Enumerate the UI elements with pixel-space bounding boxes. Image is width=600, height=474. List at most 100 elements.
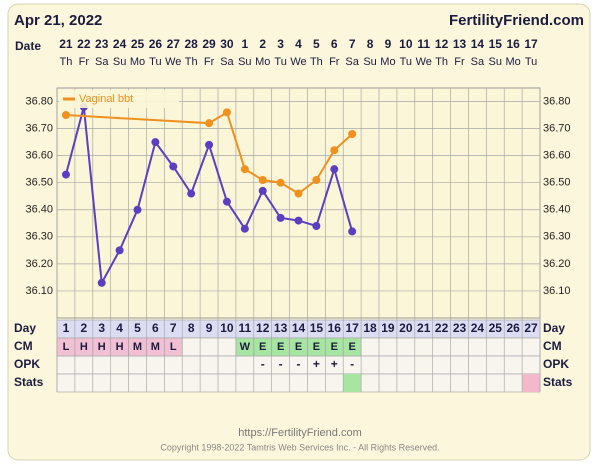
opk-value: + [313,357,320,371]
date: 29 [202,37,216,51]
cm-value: M [151,341,160,353]
row-label: CM [14,339,33,353]
day: 20 [399,321,413,335]
footer-copyright: Copyright 1998-2022 Tamtris Web Services… [160,442,439,452]
point [115,246,124,255]
row-label-right: OPK [543,357,569,371]
y2-tick-label: 36.50 [543,177,571,189]
site-title: FertilityFriend.com [449,12,584,29]
day: 2 [80,321,87,335]
day: 14 [292,321,306,335]
cm-value: M [133,341,142,353]
cm-value: H [98,341,106,353]
weekday: Fr [79,56,90,68]
legend-label: Vaginal bbt [79,93,133,105]
y2-tick-label: 36.60 [543,150,571,162]
weekday: We [416,56,432,68]
date: 3 [277,37,284,51]
footer-url: https://FertilityFriend.com [238,427,361,439]
day: 25 [489,321,503,335]
day: 8 [188,321,195,335]
y-tick-label: 36.30 [25,231,53,243]
weekday: Mo [380,56,395,68]
day: 3 [98,321,105,335]
row-label: OPK [14,357,40,371]
cm-value: L [63,341,70,353]
y2-tick-label: 36.30 [543,231,571,243]
y2-tick-label: 36.10 [543,285,571,297]
cm-value: E [259,341,266,353]
weekday: Fr [329,56,340,68]
weekday: Fr [454,56,465,68]
opk-value: - [350,357,354,371]
cm-value: E [277,341,284,353]
date: 28 [184,37,198,51]
date: 8 [367,37,374,51]
day: 4 [116,321,123,335]
date: 6 [331,37,338,51]
date: 12 [435,37,449,51]
stats-cell [343,374,362,392]
date: 22 [77,37,91,51]
point [276,213,285,222]
day: 13 [274,321,288,335]
y-tick-label: 36.70 [25,122,53,134]
weekday: Su [238,56,251,68]
date-title: Apr 21, 2022 [14,12,102,29]
point [151,138,160,147]
y2-tick-label: 36.80 [543,95,571,107]
weekday: Sa [471,56,485,68]
y-tick-label: 36.20 [25,258,53,270]
series-line [65,110,353,195]
cm-value: E [295,341,302,353]
weekday: Mo [255,56,270,68]
date: 4 [295,37,302,51]
y-tick-label: 36.60 [25,150,53,162]
point [240,165,249,174]
weekday: We [290,56,306,68]
date: 2 [259,37,266,51]
day: 22 [435,321,449,335]
date: 16 [506,37,520,51]
cm-value: E [331,341,338,353]
weekday: Su [489,56,502,68]
day: 7 [170,321,177,335]
stats-cell [522,374,540,392]
point [258,186,267,195]
weekday: We [165,56,181,68]
point [61,170,70,179]
point [312,176,321,184]
date: 10 [399,37,413,51]
day: 26 [506,321,520,335]
row-label-right: Day [543,321,565,335]
day: 23 [453,321,467,335]
cm-value: E [313,341,320,353]
date: 14 [471,37,485,51]
day: 24 [471,321,485,335]
point [312,222,321,230]
point [348,227,357,236]
y-tick-label: 36.10 [25,285,53,297]
day: 27 [524,321,538,335]
weekday: Th [60,56,73,68]
weekday: Tu [149,56,161,68]
date: 23 [95,37,109,51]
row-label: Day [14,321,36,335]
cm-value: E [348,341,355,353]
cm-value: L [170,341,177,353]
point [169,162,178,171]
opk-value: + [331,357,338,371]
weekday: Tu [274,56,286,68]
cm-value: W [240,341,251,353]
row-label-right: CM [543,339,562,353]
date: 9 [385,37,392,51]
point [187,189,196,198]
point [133,205,142,214]
date: 7 [349,37,356,51]
y-tick-label: 36.40 [25,204,53,216]
point [205,140,214,149]
row-bg [56,373,541,393]
date: 17 [524,37,538,51]
